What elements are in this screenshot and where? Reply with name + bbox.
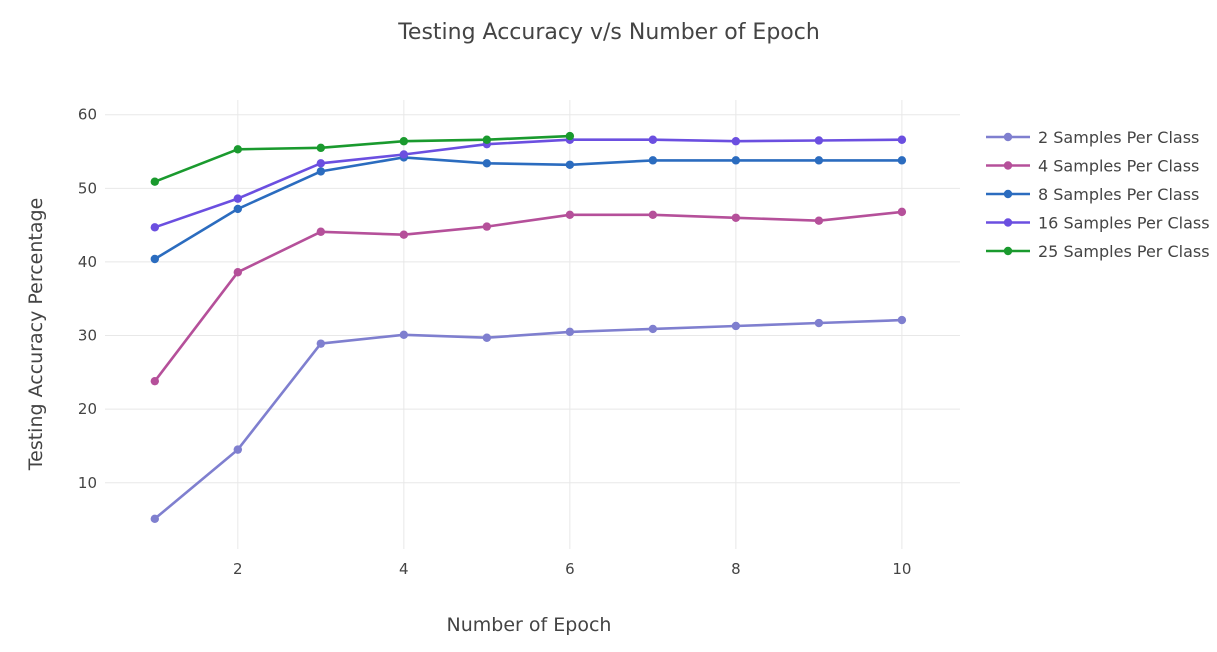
data-point xyxy=(399,230,409,239)
legend-item[interactable]: 25 Samples Per Class xyxy=(986,242,1210,261)
data-point xyxy=(648,135,658,144)
legend-label: 8 Samples Per Class xyxy=(1038,185,1199,204)
data-point xyxy=(233,145,243,154)
data-point xyxy=(316,339,326,348)
data-point xyxy=(150,514,160,524)
legend-swatch-marker xyxy=(1003,132,1013,142)
series-group xyxy=(150,315,907,524)
series-line xyxy=(153,134,572,183)
series-group xyxy=(150,131,575,186)
data-point xyxy=(897,315,907,325)
data-point xyxy=(565,160,575,169)
y-axis-title: Testing Accuracy Percentage xyxy=(25,198,47,472)
data-point xyxy=(731,156,741,165)
data-point xyxy=(150,254,160,264)
legend-item[interactable]: 4 Samples Per Class xyxy=(986,157,1199,176)
y-tick-label: 60 xyxy=(78,106,97,124)
legend-label: 2 Samples Per Class xyxy=(1038,128,1199,147)
legend-item[interactable]: 16 Samples Per Class xyxy=(986,214,1210,233)
y-tick-label: 10 xyxy=(78,474,97,492)
x-tick-label: 10 xyxy=(892,560,911,578)
data-point xyxy=(897,207,907,217)
data-point xyxy=(233,445,243,454)
data-point xyxy=(731,137,741,146)
legend[interactable]: 2 Samples Per Class 4 Samples Per Class 8 … xyxy=(986,128,1210,261)
data-point xyxy=(814,216,824,225)
series-lines xyxy=(150,131,907,524)
legend-item[interactable]: 2 Samples Per Class xyxy=(986,128,1199,147)
series-group xyxy=(150,153,907,264)
grid-lines xyxy=(105,100,960,549)
data-point xyxy=(150,177,160,186)
data-point xyxy=(648,156,658,165)
data-point xyxy=(399,137,409,146)
legend-swatch-marker xyxy=(1003,218,1013,227)
data-point xyxy=(731,213,741,222)
data-point xyxy=(150,223,160,232)
data-point xyxy=(482,222,492,231)
x-tick-label: 2 xyxy=(233,560,243,578)
legend-swatch-marker xyxy=(1003,161,1013,170)
data-point xyxy=(233,268,243,277)
data-point xyxy=(814,136,824,145)
data-point xyxy=(399,150,409,159)
data-point xyxy=(399,330,409,340)
y-tick-label: 40 xyxy=(78,253,97,271)
chart-title: Testing Accuracy v/s Number of Epoch xyxy=(397,20,820,45)
legend-swatch-marker xyxy=(1003,246,1013,256)
series-line xyxy=(153,156,904,261)
data-point xyxy=(316,143,326,153)
y-tick-label: 50 xyxy=(78,179,97,197)
legend-swatch-marker xyxy=(1003,189,1013,199)
data-point xyxy=(814,318,824,328)
data-point xyxy=(897,156,907,165)
data-point xyxy=(648,324,658,334)
legend-label: 25 Samples Per Class xyxy=(1038,242,1210,261)
data-point xyxy=(233,194,243,203)
x-tick-label: 4 xyxy=(399,560,409,578)
axis-ticks: 10 20 30 40 50 60 2 4 6 8 10 xyxy=(78,106,912,578)
series-line xyxy=(153,210,904,383)
legend-label: 4 Samples Per Class xyxy=(1038,157,1199,176)
x-tick-label: 6 xyxy=(565,560,575,578)
data-point xyxy=(316,167,326,176)
series-group xyxy=(150,207,907,386)
data-point xyxy=(482,159,492,168)
y-tick-label: 20 xyxy=(78,400,97,418)
legend-item[interactable]: 8 Samples Per Class xyxy=(986,185,1199,204)
data-point xyxy=(897,135,907,144)
data-point xyxy=(814,156,824,165)
data-point xyxy=(565,131,575,141)
series-line xyxy=(153,138,904,229)
data-point xyxy=(482,135,492,144)
data-point xyxy=(731,321,741,331)
y-tick-label: 30 xyxy=(78,327,97,345)
x-axis-title: Number of Epoch xyxy=(447,614,612,636)
data-point xyxy=(316,227,326,236)
data-point xyxy=(316,159,326,168)
data-point xyxy=(482,333,492,342)
data-point xyxy=(233,204,243,214)
x-tick-label: 8 xyxy=(731,560,741,578)
data-point xyxy=(648,210,658,220)
data-point xyxy=(565,210,575,220)
series-line xyxy=(153,318,904,521)
data-point xyxy=(150,376,160,386)
data-point xyxy=(565,327,575,337)
legend-label: 16 Samples Per Class xyxy=(1038,214,1210,233)
